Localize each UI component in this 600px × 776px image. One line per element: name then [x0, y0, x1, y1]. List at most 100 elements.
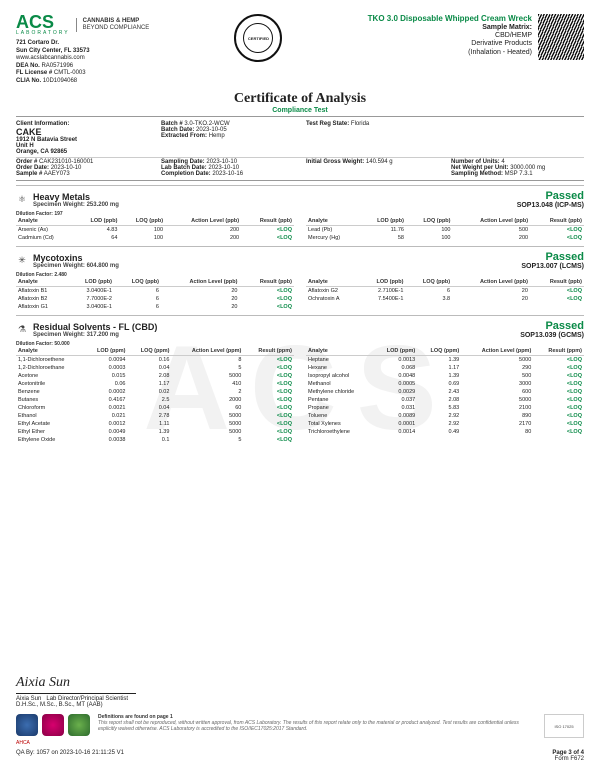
client-block: Client Information: CAKE 1912 N Batavia …	[16, 121, 584, 181]
solv-title: Residual Solvents - FL (CBD)	[33, 322, 157, 332]
doc-header: ACS LABORATORY CANNABIS & HEMP BEYOND CO…	[16, 14, 584, 85]
badge-icon	[68, 714, 90, 736]
metals-spec-lbl: Specimen Weight:	[33, 202, 85, 208]
myco-passed: Passed	[521, 251, 584, 263]
accred-badges: AHCA	[16, 714, 90, 746]
gross-lbl: Initial Gross Weight:	[306, 159, 364, 165]
tagline-2: BEYOND COMPLIANCE	[83, 25, 150, 31]
table-row: Butanes0.41672.52000<LOQ	[16, 396, 294, 404]
table-row: Ethanol0.0212.785000<LOQ	[16, 412, 294, 420]
table-row: Ochratoxin A7.5400E-13.820<LOQ	[306, 295, 584, 303]
smeth-val: MSP 7.3.1	[505, 171, 533, 177]
table-row: Chloroform0.00210.0460<LOQ	[16, 404, 294, 412]
cdate-val: 2023-10-16	[212, 171, 243, 177]
tagline: CANNABIS & HEMP BEYOND COMPLIANCE	[76, 18, 150, 32]
cert-subtitle: Compliance Test	[16, 107, 584, 117]
clia-lbl: CLIA No.	[16, 78, 41, 84]
table-row: Mercury (Hg)58100200<LOQ	[306, 234, 584, 242]
myco-spec-lbl: Specimen Weight:	[33, 263, 85, 269]
table-row: Ethyl Ether0.00491.395000<LOQ	[16, 428, 294, 436]
product-name: TKO 3.0 Disposable Whipped Cream Wreck	[368, 14, 532, 24]
table-row: Acetone0.0152.085000<LOQ	[16, 372, 294, 380]
disclaimer-text: This report shall not be reproduced, wit…	[98, 720, 519, 732]
disclaimer: Definitions are found on page 1 This rep…	[98, 714, 536, 732]
clia-val: 10D1094068	[43, 78, 77, 84]
table-row: Cadmium (Cd)64100200<LOQ	[16, 234, 294, 242]
table-row: 1,1-Dichloroethene0.00940.168<LOQ	[16, 356, 294, 365]
metals-spec: 253.200 mg	[87, 202, 119, 208]
table-row: Benzene0.00020.022<LOQ	[16, 388, 294, 396]
table-row: Heptane0.00131.395000<LOQ	[306, 356, 584, 365]
myco-header: ✳ Mycotoxins Specimen Weight: 604.800 mg…	[16, 246, 584, 270]
table-row: Trichloroethylene0.00140.4980<LOQ	[306, 428, 584, 436]
table-row: Isopropyl alcohol0.00481.39500<LOQ	[306, 372, 584, 380]
signature: Aixia Sun	[16, 675, 584, 691]
client-name: CAKE	[16, 127, 149, 137]
footer: Aixia Sun Aixia Sun Lab Director/Princip…	[16, 675, 584, 762]
method-val: (Inhalation - Heated)	[368, 49, 532, 57]
table-row: Arsenic (As)4.83100200<LOQ	[16, 226, 294, 235]
client-addr3: Orange, CA 92865	[16, 149, 149, 155]
myco-table: AnalyteLOD (ppb)LOQ (ppb)Action Level (p…	[16, 278, 584, 311]
metals-table: AnalyteLOD (ppb)LOQ (ppb)Action Level (p…	[16, 217, 584, 242]
lic-lbl: FL License #	[16, 70, 52, 76]
table-row: Methylene chloride0.00292.43600<LOQ	[306, 388, 584, 396]
gross-val: 140.594 g	[366, 159, 393, 165]
testreg-lbl: Test Reg State:	[306, 121, 349, 127]
cert-title: Certificate of Analysis	[16, 91, 584, 107]
extract-lbl: Extracted From:	[161, 133, 207, 139]
tagline-1: CANNABIS & HEMP	[83, 18, 140, 24]
sample-lbl: Sample #	[16, 171, 42, 177]
mold-icon: ✳	[16, 255, 28, 267]
qa-stamp: QA By: 1057 on 2023-10-16 21:11:25 V1	[16, 750, 124, 762]
table-row: Ethylene Oxide0.00380.15<LOQ	[16, 436, 294, 444]
testreg-val: Florida	[351, 121, 369, 127]
lab-logo-text: ACS	[16, 14, 70, 30]
table-row: Toluene0.00892.92890<LOQ	[306, 412, 584, 420]
sample-val: AAEY073	[44, 171, 70, 177]
product-block: TKO 3.0 Disposable Whipped Cream Wreck S…	[368, 14, 532, 57]
qr-icon	[538, 14, 584, 60]
table-row: Propane0.0315.832100<LOQ	[306, 404, 584, 412]
solv-table: AnalyteLOD (ppm)LOQ (ppm)Action Level (p…	[16, 347, 584, 444]
certified-seal-icon: CERTIFIED	[234, 14, 282, 62]
extract-val: Hemp	[209, 133, 225, 139]
dea-val: RA0571996	[41, 63, 73, 69]
table-row: 1,2-Dichloroethane0.00030.045<LOQ	[16, 364, 294, 372]
addr-line2: Sun City Center, FL 33573	[16, 48, 90, 54]
table-row: Lead (Pb)11.76100500<LOQ	[306, 226, 584, 235]
contact-block: 721 Cortaro Dr. Sun City Center, FL 3357…	[16, 40, 149, 85]
table-row: Methanol0.00050.693000<LOQ	[306, 380, 584, 388]
lab-logo-sub: LABORATORY	[16, 30, 70, 36]
solv-sop: SOP13.039 (GCMS)	[520, 332, 584, 339]
table-row: Total Xylenes0.00012.922170<LOQ	[306, 420, 584, 428]
sig-cred: D.H.Sc., M.Sc., B.Sc., MT (AAB)	[16, 702, 584, 708]
form-num: Form F672	[555, 756, 584, 762]
metals-passed: Passed	[517, 190, 584, 202]
website: www.acslabcannabis.com	[16, 55, 85, 61]
dea-lbl: DEA No.	[16, 63, 40, 69]
flask-icon: ⚗	[16, 324, 28, 336]
table-row: Hexane0.0681.17290<LOQ	[306, 364, 584, 372]
lic-val: CMTL-0003	[54, 70, 86, 76]
table-row: Ethyl Acetate0.00121.115000<LOQ	[16, 420, 294, 428]
seal-text: CERTIFIED	[243, 23, 273, 53]
deriv-val: Derivative Products	[368, 40, 532, 48]
metals-title: Heavy Metals	[33, 192, 119, 202]
matrix-val: CBD/HEMP	[368, 32, 532, 40]
addr-line1: 721 Cortaro Dr.	[16, 40, 59, 46]
metals-header: ⚛ Heavy Metals Specimen Weight: 253.200 …	[16, 185, 584, 209]
table-row: Aflatoxin B27.7000E-2620<LOQ	[16, 295, 294, 303]
myco-sop: SOP13.007 (LCMS)	[521, 263, 584, 270]
table-row: Aflatoxin B13.0400E-1620<LOQ	[16, 287, 294, 296]
solv-header: ⚗ Residual Solvents - FL (CBD) Specimen …	[16, 315, 584, 339]
doc-title-block: Certificate of Analysis Compliance Test	[16, 91, 584, 117]
table-row: Pentane0.0372.085000<LOQ	[306, 396, 584, 404]
solv-spec-lbl: Specimen Weight:	[33, 332, 85, 338]
badge-icon	[16, 714, 38, 736]
solv-passed: Passed	[520, 320, 584, 332]
metals-sop: SOP13.048 (ICP-MS)	[517, 202, 584, 209]
atom-icon: ⚛	[16, 194, 28, 206]
cdate-lbl: Completion Date:	[161, 171, 211, 177]
solv-spec: 317.200 mg	[87, 332, 119, 338]
